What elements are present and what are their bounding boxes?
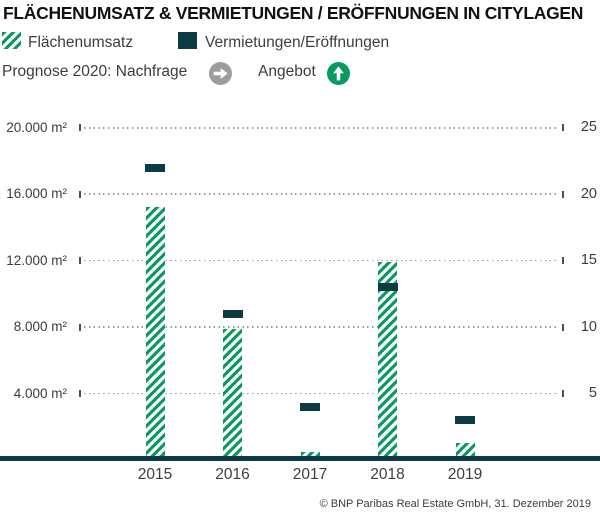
right-axis-tick xyxy=(562,124,564,132)
gridline xyxy=(84,193,556,195)
year-label: 2017 xyxy=(292,466,328,483)
right-axis-tick xyxy=(562,257,564,265)
flaechenumsatz-bar xyxy=(223,328,242,460)
right-axis-tick xyxy=(562,190,564,198)
vermietungen-marker xyxy=(145,163,165,172)
year-label: 2015 xyxy=(137,466,173,483)
gridline xyxy=(84,259,556,262)
year-label: 2019 xyxy=(447,466,483,483)
right-axis-label: 10 xyxy=(580,318,597,335)
flaechenumsatz-bar xyxy=(455,443,475,460)
left-axis-tick xyxy=(79,390,81,398)
vermietungen-marker xyxy=(377,283,398,292)
right-axis-tick xyxy=(562,323,564,331)
flaechenumsatz-bar xyxy=(145,207,165,460)
right-axis-label: 25 xyxy=(580,119,597,136)
right-axis-label: 20 xyxy=(580,185,597,202)
left-axis-label: 4.000 m² xyxy=(13,385,67,401)
left-axis-tick xyxy=(79,190,81,198)
gridline xyxy=(84,326,556,328)
vermietungen-marker xyxy=(222,309,243,318)
copyright-note: © BNP Paribas Real Estate GmbH, 31. Deze… xyxy=(319,498,591,510)
year-label: 2016 xyxy=(215,466,250,483)
left-axis-tick xyxy=(79,257,81,265)
flaechenumsatz-bar xyxy=(300,451,320,460)
left-axis-label: 20.000 m² xyxy=(6,119,67,135)
vermietungen-marker xyxy=(455,416,475,425)
right-axis-tick xyxy=(562,390,564,398)
flaechenumsatz-bar xyxy=(378,262,397,460)
arrow-right-circle-icon xyxy=(209,62,232,85)
legend-label-vermietungen: Vermietungen/Eröffnungen xyxy=(205,34,390,51)
arrow-up-circle-icon xyxy=(327,62,350,85)
prognose-label: Prognose 2020: Nachfrage xyxy=(2,63,188,80)
year-label: 2018 xyxy=(370,466,405,483)
left-axis-tick xyxy=(79,323,81,331)
left-axis-label: 8.000 m² xyxy=(13,319,67,335)
x-axis-line xyxy=(0,456,600,461)
right-axis-label: 15 xyxy=(580,252,597,269)
chart-title: FLÄCHENUMSATZ & VERMIETUNGEN / ERÖFFNUNG… xyxy=(3,3,584,23)
gridline xyxy=(84,126,556,129)
right-axis-label: 5 xyxy=(588,385,597,402)
vermietungen-marker xyxy=(300,402,320,411)
left-axis-tick xyxy=(79,124,81,132)
vermietungen-swatch-icon xyxy=(178,32,197,49)
left-axis-label: 16.000 m² xyxy=(6,186,67,202)
flaechenumsatz-swatch-icon xyxy=(2,32,21,49)
gridline xyxy=(84,392,556,395)
legend-label-flaechenumsatz: Flächenumsatz xyxy=(28,34,134,51)
angebot-label: Angebot xyxy=(258,63,316,80)
left-axis-label: 12.000 m² xyxy=(6,252,67,268)
